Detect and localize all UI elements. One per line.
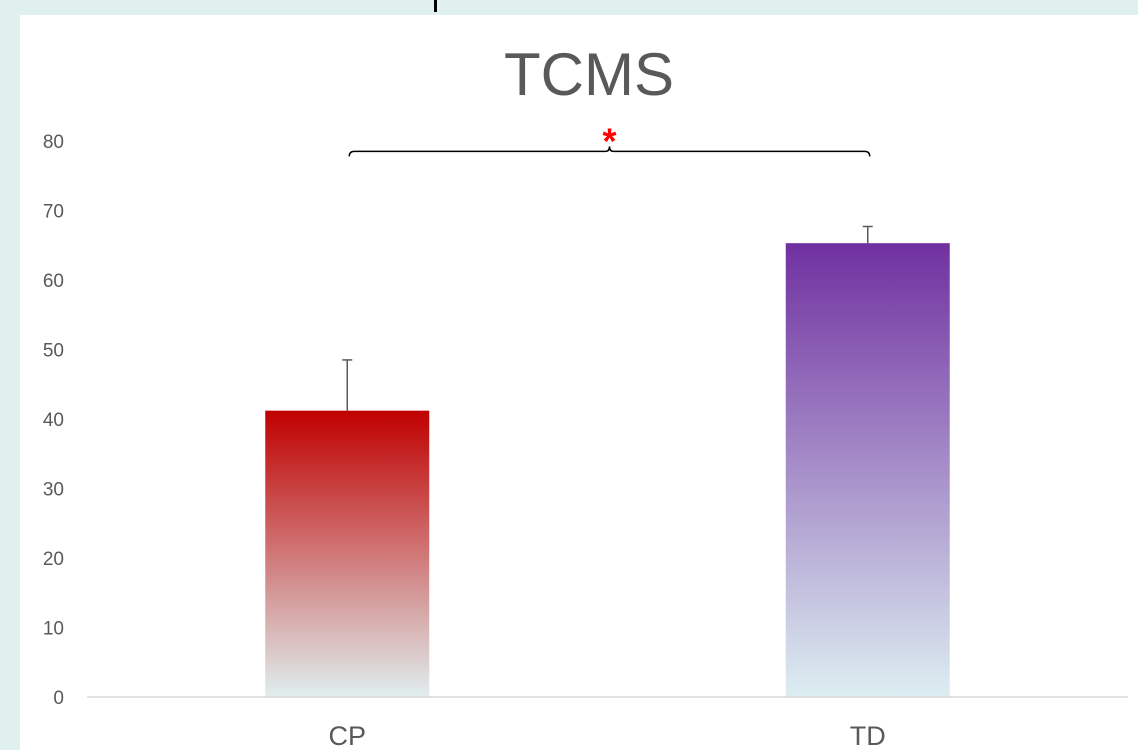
y-tick-label: 70: [43, 202, 64, 223]
significance-bracket: [348, 146, 871, 157]
y-tick-label: 20: [43, 549, 64, 570]
top-edge-mark: [434, 0, 437, 12]
significance-annotation: *: [348, 120, 871, 161]
chart-title: TCMS: [504, 41, 674, 108]
x-category-label: TD: [850, 721, 886, 750]
y-axis-tick-labels: 0 10 20 30 40 50 60 70 80: [43, 132, 64, 709]
bars: [265, 243, 950, 698]
y-tick-label: 0: [53, 688, 64, 709]
y-tick-label: 60: [43, 271, 64, 292]
x-category-label: CP: [328, 721, 366, 750]
error-bar-td: [862, 225, 873, 244]
chart-panel: [20, 15, 1138, 750]
y-tick-label: 80: [43, 132, 64, 153]
y-tick-label: 40: [43, 410, 64, 431]
y-tick-label: 50: [43, 341, 64, 362]
error-bar-cp: [342, 359, 353, 411]
y-tick-label: 30: [43, 480, 64, 501]
significance-asterisk: *: [602, 120, 616, 161]
bar-td: [785, 243, 950, 698]
x-axis-category-labels: CP TD: [328, 721, 885, 750]
bar-cp: [265, 410, 430, 697]
error-bars: [342, 225, 873, 411]
y-tick-label: 10: [43, 619, 64, 640]
